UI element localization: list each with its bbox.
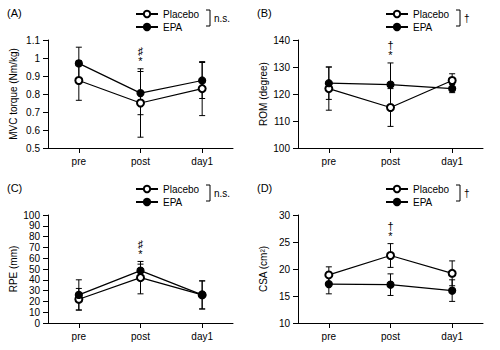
svg-text:Placebo: Placebo [413,184,450,195]
svg-text:EPA: EPA [413,22,433,33]
svg-text:40: 40 [29,274,41,285]
svg-text:*: * [138,248,143,260]
svg-text:post: post [381,331,400,342]
svg-text:140: 140 [273,35,290,46]
svg-text:80: 80 [29,231,41,242]
svg-text:90: 90 [29,220,41,231]
svg-text:1.1: 1.1 [26,35,40,46]
svg-text:(D): (D) [257,182,272,194]
svg-text:1: 1 [34,53,40,64]
svg-text:0.5: 0.5 [26,143,40,154]
svg-text:*: * [388,230,393,242]
svg-text:EPA: EPA [163,22,183,33]
svg-text:(B): (B) [257,7,272,19]
svg-text:*: * [388,49,393,61]
svg-text:day1: day1 [441,331,463,342]
svg-text:(C): (C) [7,182,22,194]
svg-text:*: * [138,55,143,67]
svg-text:30: 30 [29,285,41,296]
svg-text:25: 25 [279,237,291,248]
svg-text:†: † [464,188,470,199]
svg-text:day1: day1 [191,156,213,167]
svg-text:post: post [381,156,400,167]
svg-text:day1: day1 [191,331,213,342]
svg-text:†: † [464,13,470,24]
svg-text:Placebo: Placebo [163,9,200,20]
svg-text:50: 50 [29,264,41,275]
svg-text:pre: pre [72,331,87,342]
svg-text:0.7: 0.7 [26,107,40,118]
svg-text:10: 10 [29,307,41,318]
svg-text:Placebo: Placebo [413,9,450,20]
svg-text:10: 10 [279,318,291,329]
svg-text:pre: pre [72,156,87,167]
svg-text:110: 110 [274,116,290,127]
svg-text:100: 100 [273,143,290,154]
svg-text:n.s.: n.s. [214,188,230,199]
svg-text:MVC torque (Nm/kg): MVC torque (Nm/kg) [8,48,19,140]
svg-text:ROM (degree): ROM (degree) [258,62,269,126]
svg-text:120: 120 [273,89,290,100]
svg-text:0.8: 0.8 [26,89,40,100]
svg-text:(A): (A) [7,7,22,19]
svg-text:pre: pre [322,156,337,167]
svg-text:100: 100 [23,210,40,221]
svg-text:post: post [131,331,150,342]
svg-text:EPA: EPA [413,197,433,208]
svg-text:130: 130 [273,62,290,73]
svg-text:RPE (mm): RPE (mm) [8,246,19,293]
svg-text:0.9: 0.9 [26,71,40,82]
svg-text:0: 0 [34,318,40,329]
svg-text:post: post [131,156,150,167]
svg-text:EPA: EPA [163,197,183,208]
svg-text:day1: day1 [441,156,463,167]
svg-text:20: 20 [29,296,41,307]
svg-text:pre: pre [322,331,337,342]
svg-text:0.6: 0.6 [26,125,40,136]
svg-text:60: 60 [29,253,41,264]
svg-text:CSA (cm²): CSA (cm²) [258,246,269,292]
svg-text:15: 15 [279,291,291,302]
svg-text:Placebo: Placebo [163,184,200,195]
svg-text:n.s.: n.s. [214,13,230,24]
svg-text:20: 20 [279,264,291,275]
svg-text:30: 30 [279,210,291,221]
svg-text:70: 70 [29,242,41,253]
